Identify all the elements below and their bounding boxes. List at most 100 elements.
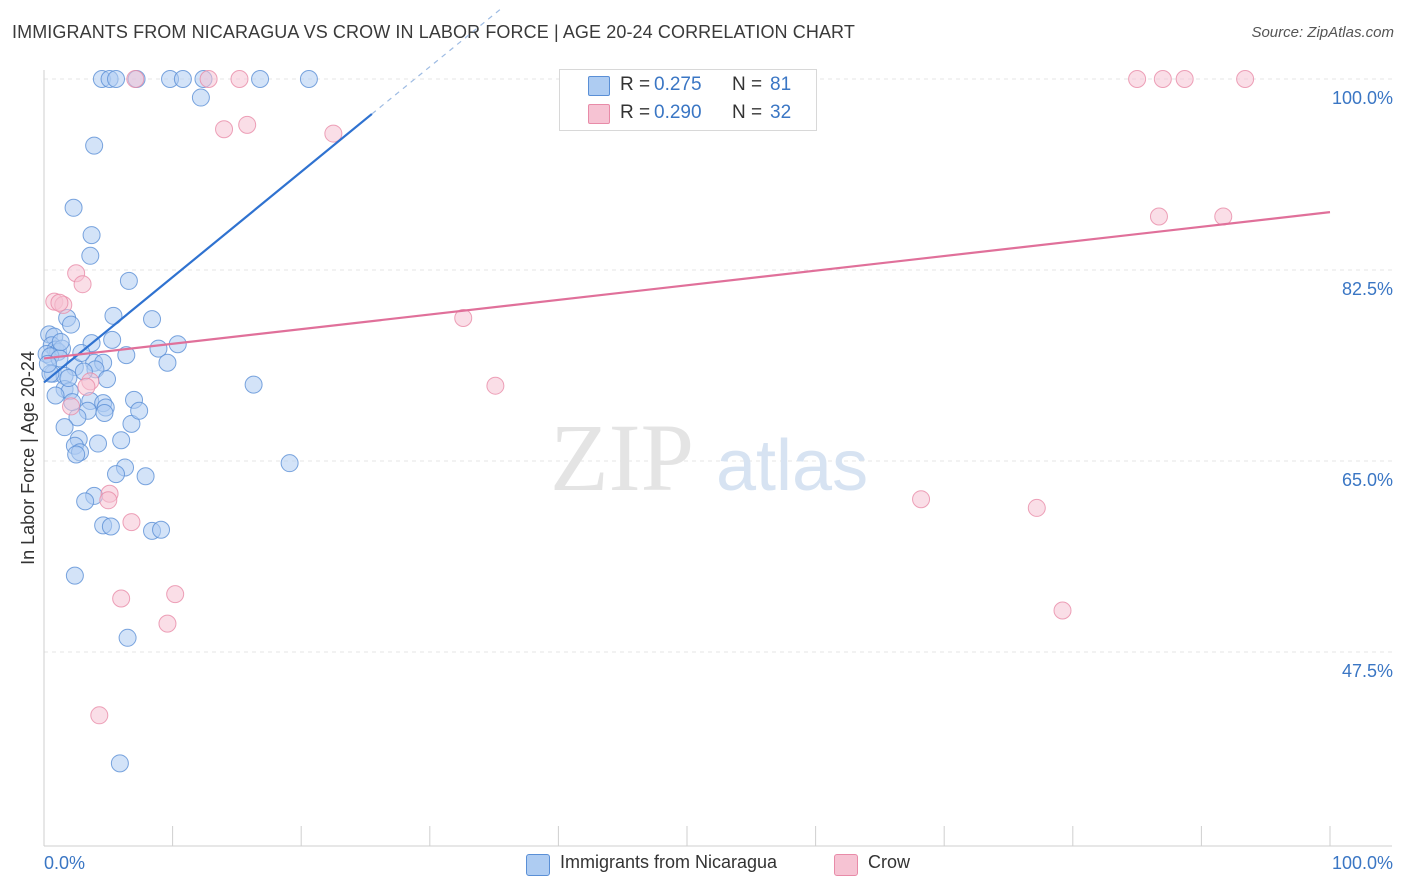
point-nicaragua: [299, 70, 318, 88]
point-nicaragua: [85, 136, 104, 155]
point-crow: [50, 293, 69, 312]
point-crow: [1153, 70, 1172, 88]
watermark-zip: ZIP: [550, 404, 694, 511]
point-crow: [158, 614, 177, 633]
stats-legend: R = 0.275 N = 81 R = 0.290 N = 32: [559, 69, 817, 131]
point-nicaragua: [244, 375, 263, 394]
point-crow: [126, 70, 145, 88]
point-crow: [1053, 601, 1072, 620]
point-nicaragua: [64, 198, 83, 217]
point-crow: [230, 70, 249, 88]
x-tick-label-min: 0.0%: [44, 853, 85, 873]
legend-label-nicaragua: Immigrants from Nicaragua: [560, 852, 778, 872]
axis-labels: 47.5% 65.0% 82.5% 100.0% 0.0% 100.0% In Labor …: [18, 88, 1393, 873]
x-tick-label-max: 100.0%: [1332, 853, 1393, 873]
y-tick-label: 65.0%: [1342, 470, 1393, 490]
point-nicaragua: [251, 70, 270, 88]
point-crow: [90, 706, 109, 725]
point-nicaragua: [117, 346, 136, 365]
point-crow: [122, 513, 141, 532]
zipatlas-watermark: ZIP atlas: [550, 404, 868, 511]
y-axis-title: In Labor Force | Age 20-24: [18, 351, 38, 565]
point-crow: [199, 70, 218, 88]
point-nicaragua: [107, 70, 126, 88]
y-tick-label: 47.5%: [1342, 661, 1393, 681]
point-nicaragua: [51, 333, 70, 352]
point-nicaragua: [62, 315, 81, 334]
point-nicaragua: [112, 431, 131, 450]
point-crow: [1214, 207, 1233, 226]
point-nicaragua: [67, 445, 86, 464]
grid-lines: [44, 78, 1392, 653]
point-crow: [62, 397, 81, 416]
legend-swatch-blue: [588, 76, 610, 96]
point-crow: [1236, 70, 1255, 88]
point-crow: [912, 490, 931, 509]
source-credit: Source: ZipAtlas.com: [1251, 24, 1394, 41]
r-value-crow: 0.290: [654, 102, 702, 123]
y-tick-label: 100.0%: [1332, 88, 1393, 108]
legend-swatch-blue: [526, 854, 550, 876]
point-crow: [238, 115, 257, 134]
point-nicaragua: [76, 492, 95, 511]
y-tick-label: 82.5%: [1342, 279, 1393, 299]
legend-label-crow: Crow: [868, 852, 911, 872]
point-crow: [1149, 207, 1168, 226]
point-crow: [77, 377, 96, 396]
series-crow-points: [45, 70, 1255, 725]
point-nicaragua: [191, 88, 210, 107]
trend-line-nicaragua-extension: [371, 8, 501, 115]
point-nicaragua: [136, 467, 155, 486]
chart-title: IMMIGRANTS FROM NICARAGUA VS CROW IN LAB…: [12, 22, 855, 42]
series-nicaragua-points: [37, 70, 318, 773]
watermark-atlas: atlas: [716, 426, 868, 506]
point-nicaragua: [119, 271, 138, 290]
point-nicaragua: [89, 434, 108, 453]
n-label: N =: [732, 102, 763, 123]
point-nicaragua: [55, 418, 74, 437]
legend-swatch-pink: [588, 104, 610, 124]
r-label: R =: [620, 74, 651, 95]
point-nicaragua: [158, 353, 177, 372]
trend-line-nicaragua: [43, 113, 373, 384]
point-nicaragua: [103, 330, 122, 349]
axis-ticks: [172, 826, 1331, 846]
point-nicaragua: [143, 310, 162, 329]
n-label: N =: [732, 74, 763, 95]
n-value-nicaragua: 81: [770, 74, 792, 95]
point-nicaragua: [152, 520, 171, 539]
point-nicaragua: [38, 354, 57, 373]
point-nicaragua: [95, 403, 114, 422]
trend-line-crow: [43, 211, 1331, 360]
point-nicaragua: [130, 401, 149, 420]
point-crow: [1175, 70, 1194, 88]
point-nicaragua: [280, 454, 299, 473]
point-crow: [324, 124, 343, 143]
trend-lines: [43, 8, 1331, 384]
point-crow: [73, 275, 92, 294]
r-label: R =: [620, 102, 651, 123]
point-crow: [99, 491, 118, 510]
point-nicaragua: [107, 465, 126, 484]
n-value-crow: 32: [770, 102, 792, 123]
point-nicaragua: [81, 246, 100, 265]
point-crow: [1128, 70, 1147, 88]
point-crow: [454, 309, 473, 328]
point-nicaragua: [65, 566, 84, 585]
point-nicaragua: [101, 517, 120, 536]
point-crow: [112, 589, 131, 608]
point-nicaragua: [59, 369, 78, 388]
point-nicaragua: [173, 70, 192, 88]
point-nicaragua: [118, 628, 137, 647]
r-value-nicaragua: 0.275: [654, 74, 702, 95]
point-crow: [1027, 498, 1046, 517]
legend-swatch-pink: [834, 854, 858, 876]
point-nicaragua: [98, 370, 117, 389]
point-crow: [215, 120, 234, 139]
point-crow: [486, 376, 505, 395]
axes: [43, 70, 1392, 847]
point-nicaragua: [82, 226, 101, 245]
point-nicaragua: [46, 386, 65, 405]
point-nicaragua: [110, 754, 129, 773]
